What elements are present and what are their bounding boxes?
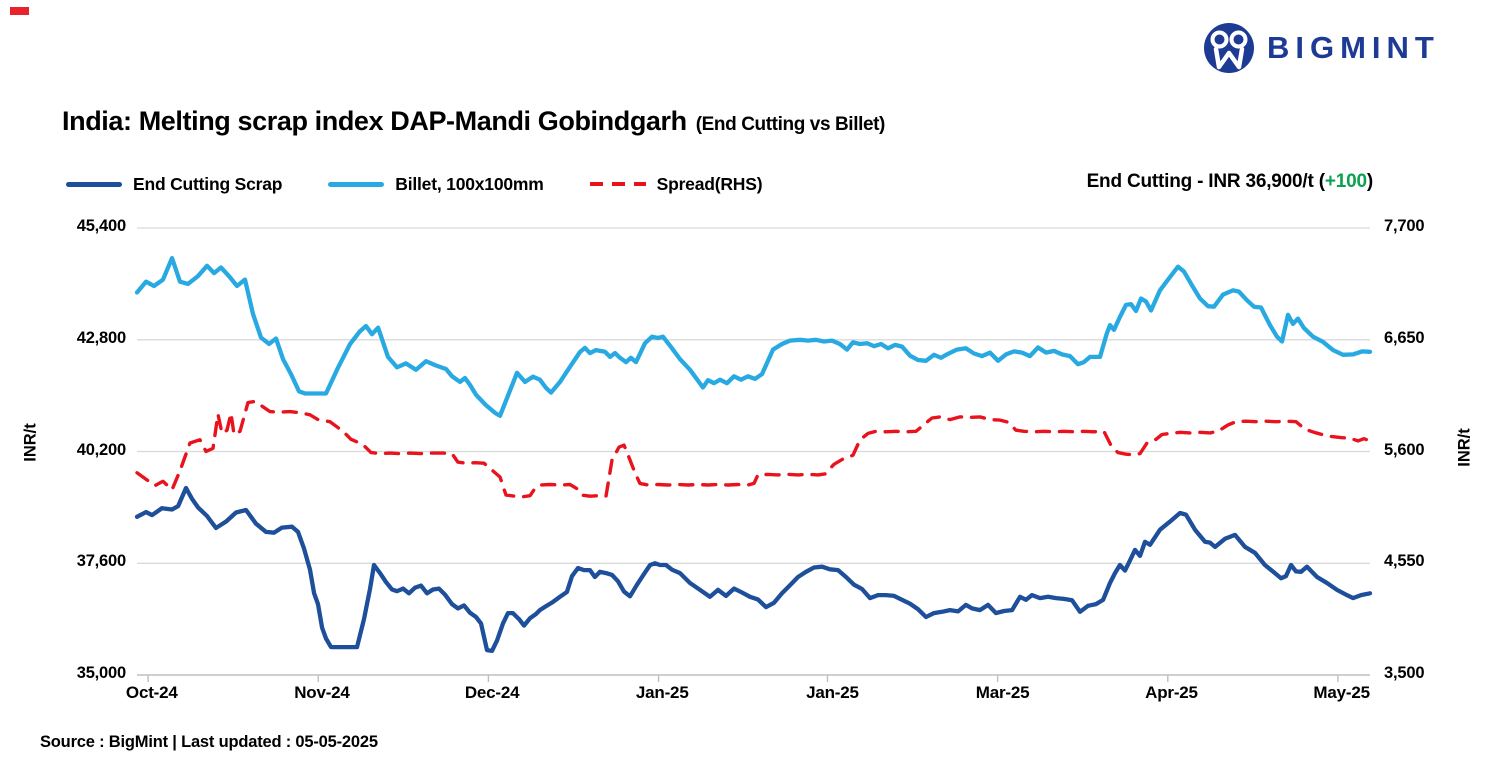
latest-price-annotation: End Cutting - INR 36,900/t (+100) [1086,171,1374,192]
y-axis-left-title: INR/t [21,423,40,462]
line-swatch-icon [66,181,122,187]
y-right-tick-label: 5,600 [1384,440,1425,459]
dashed-line-swatch-icon [589,182,646,186]
chart-title-sub: (End Cutting vs Billet) [695,114,886,135]
corner-red-mark [10,7,29,15]
y-left-tick-label: 45,400 [76,217,126,235]
y-left-tick-label: 40,200 [76,440,126,459]
annotation-change: +100 [1324,171,1367,192]
y-right-tick-label: 4,550 [1384,552,1425,571]
x-axis-label: Dec-24 [464,683,520,702]
x-axis-label: Mar-25 [975,683,1030,702]
legend-label: End Cutting Scrap [133,173,283,194]
chart-canvas [134,227,1373,682]
x-axis-label: Jan-25 [635,683,689,702]
x-axis-label: Oct-24 [125,683,178,702]
y-left-tick-label: 42,800 [76,328,126,347]
chart-title: India: Melting scrap index DAP-Mandi Gob… [62,106,885,137]
series-billet-100x100mm [134,255,1373,418]
legend-item-spread-rhs: Spread(RHS) [589,173,763,195]
bigmint-wordmark: BIGMINT [1267,30,1440,65]
legend-label: Spread(RHS) [656,173,763,194]
legend-item-end-cutting-scrap: End Cutting Scrap [66,174,282,195]
y-right-tick-label: 6,650 [1384,328,1425,347]
y-right-tick-label: 7,700 [1384,217,1425,235]
y-left-tick-label: 37,600 [76,552,126,571]
series-spread-rhs [135,399,1372,499]
x-axis-label: Jan-25 [806,683,859,702]
annotation-text: End Cutting - INR 36,900/t [1086,171,1314,192]
legend-label: Billet, 100x100mm [395,173,544,194]
bigmint-logo: BIGMINT [1203,22,1440,74]
line-swatch-icon [328,181,385,187]
source-note: Source : BigMint | Last updated : 05-05-… [40,733,378,751]
x-axis-label: Nov-24 [294,683,350,702]
chart-legend: End Cutting Scrap Billet, 100x100mm Spread… [66,170,808,198]
y-right-tick-label: 3,500 [1384,664,1425,682]
plot-area [134,227,1373,684]
x-axis-label: May-25 [1313,683,1370,702]
series-end-cutting-scrap [134,485,1373,654]
legend-item-billet-100x100mm: Billet, 100x100mm [328,173,544,195]
chart-title-main: India: Melting scrap index DAP-Mandi Gob… [62,106,687,136]
bigmint-logo-icon [1204,23,1254,73]
x-axis-label: Apr-25 [1145,683,1198,702]
y-axis-right-title: INR/t [1455,428,1474,467]
y-left-tick-label: 35,000 [76,664,126,682]
